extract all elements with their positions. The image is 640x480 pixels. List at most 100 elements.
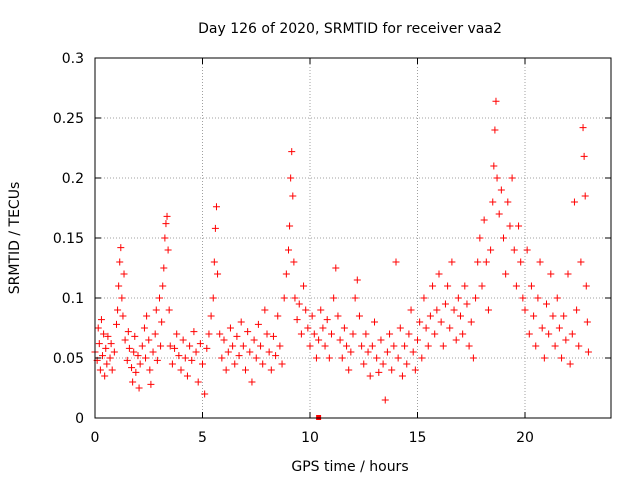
- data-point: [212, 203, 220, 211]
- data-point: [97, 316, 105, 324]
- data-point: [381, 396, 389, 404]
- x-tick-label: 20: [516, 430, 534, 446]
- data-point: [267, 366, 275, 374]
- data-point: [117, 244, 125, 252]
- x-tick-label: 5: [198, 430, 207, 446]
- data-point: [250, 336, 258, 344]
- data-point: [482, 258, 490, 266]
- data-point: [161, 234, 169, 242]
- data-point: [403, 360, 411, 368]
- data-point: [543, 300, 550, 308]
- data-point: [147, 380, 155, 388]
- data-point: [166, 342, 174, 350]
- data-point: [101, 372, 109, 380]
- data-point: [340, 324, 348, 332]
- data-point: [244, 328, 252, 336]
- data-point: [392, 258, 400, 266]
- data-point: [252, 354, 260, 362]
- data-point: [269, 332, 277, 340]
- data-point: [347, 348, 355, 356]
- data-point: [545, 330, 553, 338]
- data-point: [218, 354, 226, 362]
- data-point: [534, 294, 542, 302]
- data-point: [379, 360, 387, 368]
- data-point: [201, 390, 209, 398]
- data-point: [317, 306, 325, 314]
- data-point: [375, 368, 383, 376]
- data-point: [149, 348, 157, 356]
- data-point: [210, 258, 218, 266]
- data-point: [287, 174, 295, 182]
- data-point: [405, 330, 413, 338]
- data-point: [140, 324, 148, 332]
- data-point: [582, 282, 590, 290]
- data-point: [248, 378, 256, 386]
- data-point: [398, 372, 406, 380]
- data-point: [289, 192, 297, 200]
- data-point: [448, 258, 456, 266]
- data-point: [575, 342, 583, 350]
- data-point: [497, 186, 505, 194]
- data-point: [469, 354, 477, 362]
- data-point: [297, 330, 305, 338]
- data-point: [274, 312, 282, 320]
- data-point: [508, 174, 516, 182]
- data-point: [164, 246, 172, 254]
- data-point: [175, 352, 183, 360]
- data-point: [390, 342, 398, 350]
- data-point: [366, 372, 374, 380]
- data-point: [480, 216, 488, 224]
- data-point: [540, 354, 548, 362]
- data-point: [368, 342, 376, 350]
- data-point: [362, 330, 370, 338]
- data-point: [478, 282, 486, 290]
- y-tick-label: 0.25: [53, 111, 84, 127]
- data-point: [472, 294, 480, 302]
- data-point: [547, 270, 555, 278]
- data-point: [145, 336, 153, 344]
- axis-ticks: 0 0.05 0.1 0.15 0.2 0.25 0.3 0 5 10 15 20: [53, 51, 611, 446]
- data-point: [156, 294, 163, 302]
- data-point: [437, 318, 445, 326]
- data-point: [135, 384, 143, 392]
- data-point: [345, 366, 353, 374]
- data-point: [99, 352, 107, 360]
- data-point: [388, 366, 396, 374]
- y-tick-label: 0.05: [53, 351, 84, 367]
- data-point: [129, 378, 137, 386]
- data-point: [467, 318, 475, 326]
- data-point: [173, 330, 181, 338]
- data-point: [163, 212, 171, 220]
- data-point: [454, 294, 462, 302]
- data-point: [549, 312, 557, 320]
- data-point: [146, 366, 154, 374]
- x-tick-label: 10: [301, 430, 319, 446]
- data-point: [107, 340, 115, 348]
- data-point: [487, 246, 495, 254]
- data-point: [308, 312, 316, 320]
- data-point: [124, 328, 132, 336]
- data-point: [261, 306, 269, 314]
- data-point: [168, 360, 176, 368]
- data-point: [102, 344, 110, 352]
- data-point: [207, 312, 215, 320]
- x-tick-label: 15: [409, 430, 427, 446]
- data-point: [306, 342, 314, 350]
- data-point: [265, 348, 273, 356]
- data-point: [465, 342, 473, 350]
- data-point: [321, 342, 329, 350]
- data-point: [490, 162, 498, 170]
- data-point: [165, 306, 173, 314]
- data-point: [291, 294, 299, 302]
- data-point: [118, 294, 126, 302]
- data-point: [504, 198, 512, 206]
- data-point: [285, 246, 292, 254]
- x-tick-label: 0: [91, 430, 100, 446]
- data-point: [259, 360, 267, 368]
- data-point: [560, 312, 568, 320]
- data-point: [239, 342, 247, 350]
- data-point: [171, 344, 179, 352]
- data-point: [315, 336, 323, 344]
